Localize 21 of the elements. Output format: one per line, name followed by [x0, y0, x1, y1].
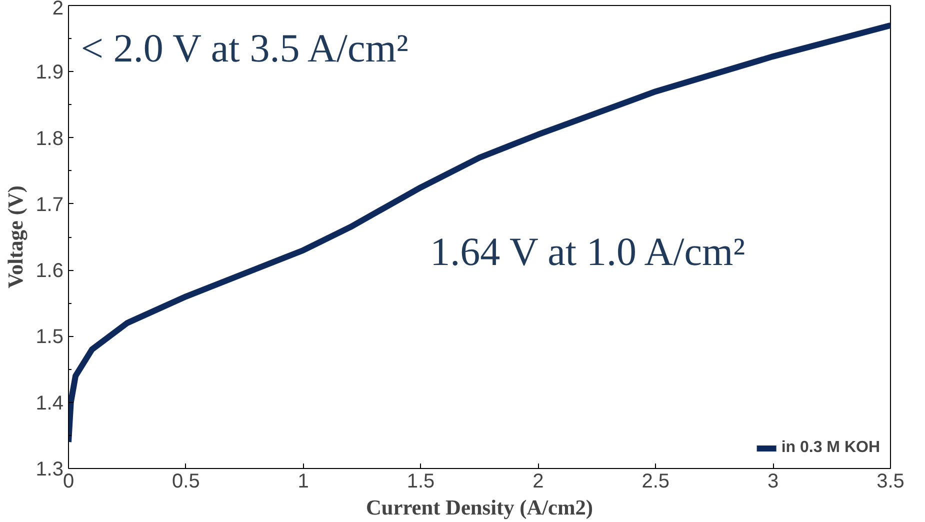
- y-tick-label: 1.6: [36, 260, 64, 282]
- x-tick-label: 1.5: [406, 470, 435, 492]
- x-tick-label: 3.5: [876, 470, 904, 492]
- x-tick-label: 2.5: [642, 470, 670, 492]
- y-tick-label: 1.3: [36, 458, 64, 480]
- annotation: < 2.0 V at 3.5 A/cm²: [80, 25, 408, 70]
- y-tick-label: 1.8: [36, 128, 64, 150]
- y-tick-label: 1.9: [36, 62, 64, 84]
- legend-label: in 0.3 M KOH: [781, 439, 880, 457]
- y-axis-title: Voltage (V): [4, 186, 28, 288]
- x-axis-title: Current Density (A/cm2): [366, 496, 594, 520]
- x-tick-label: 0: [62, 470, 74, 492]
- x-tick-label: 3: [768, 470, 779, 492]
- annotation: 1.64 V at 1.0 A/cm²: [430, 229, 746, 274]
- y-tick-label: 2: [52, 0, 64, 20]
- x-tick-label: 2: [532, 470, 544, 492]
- y-tick-label: 1.7: [36, 194, 64, 216]
- x-tick-label: 0.5: [172, 470, 200, 492]
- x-tick-label: 1: [298, 470, 309, 492]
- y-tick-label: 1.4: [36, 392, 64, 414]
- y-tick-label: 1.5: [36, 326, 64, 348]
